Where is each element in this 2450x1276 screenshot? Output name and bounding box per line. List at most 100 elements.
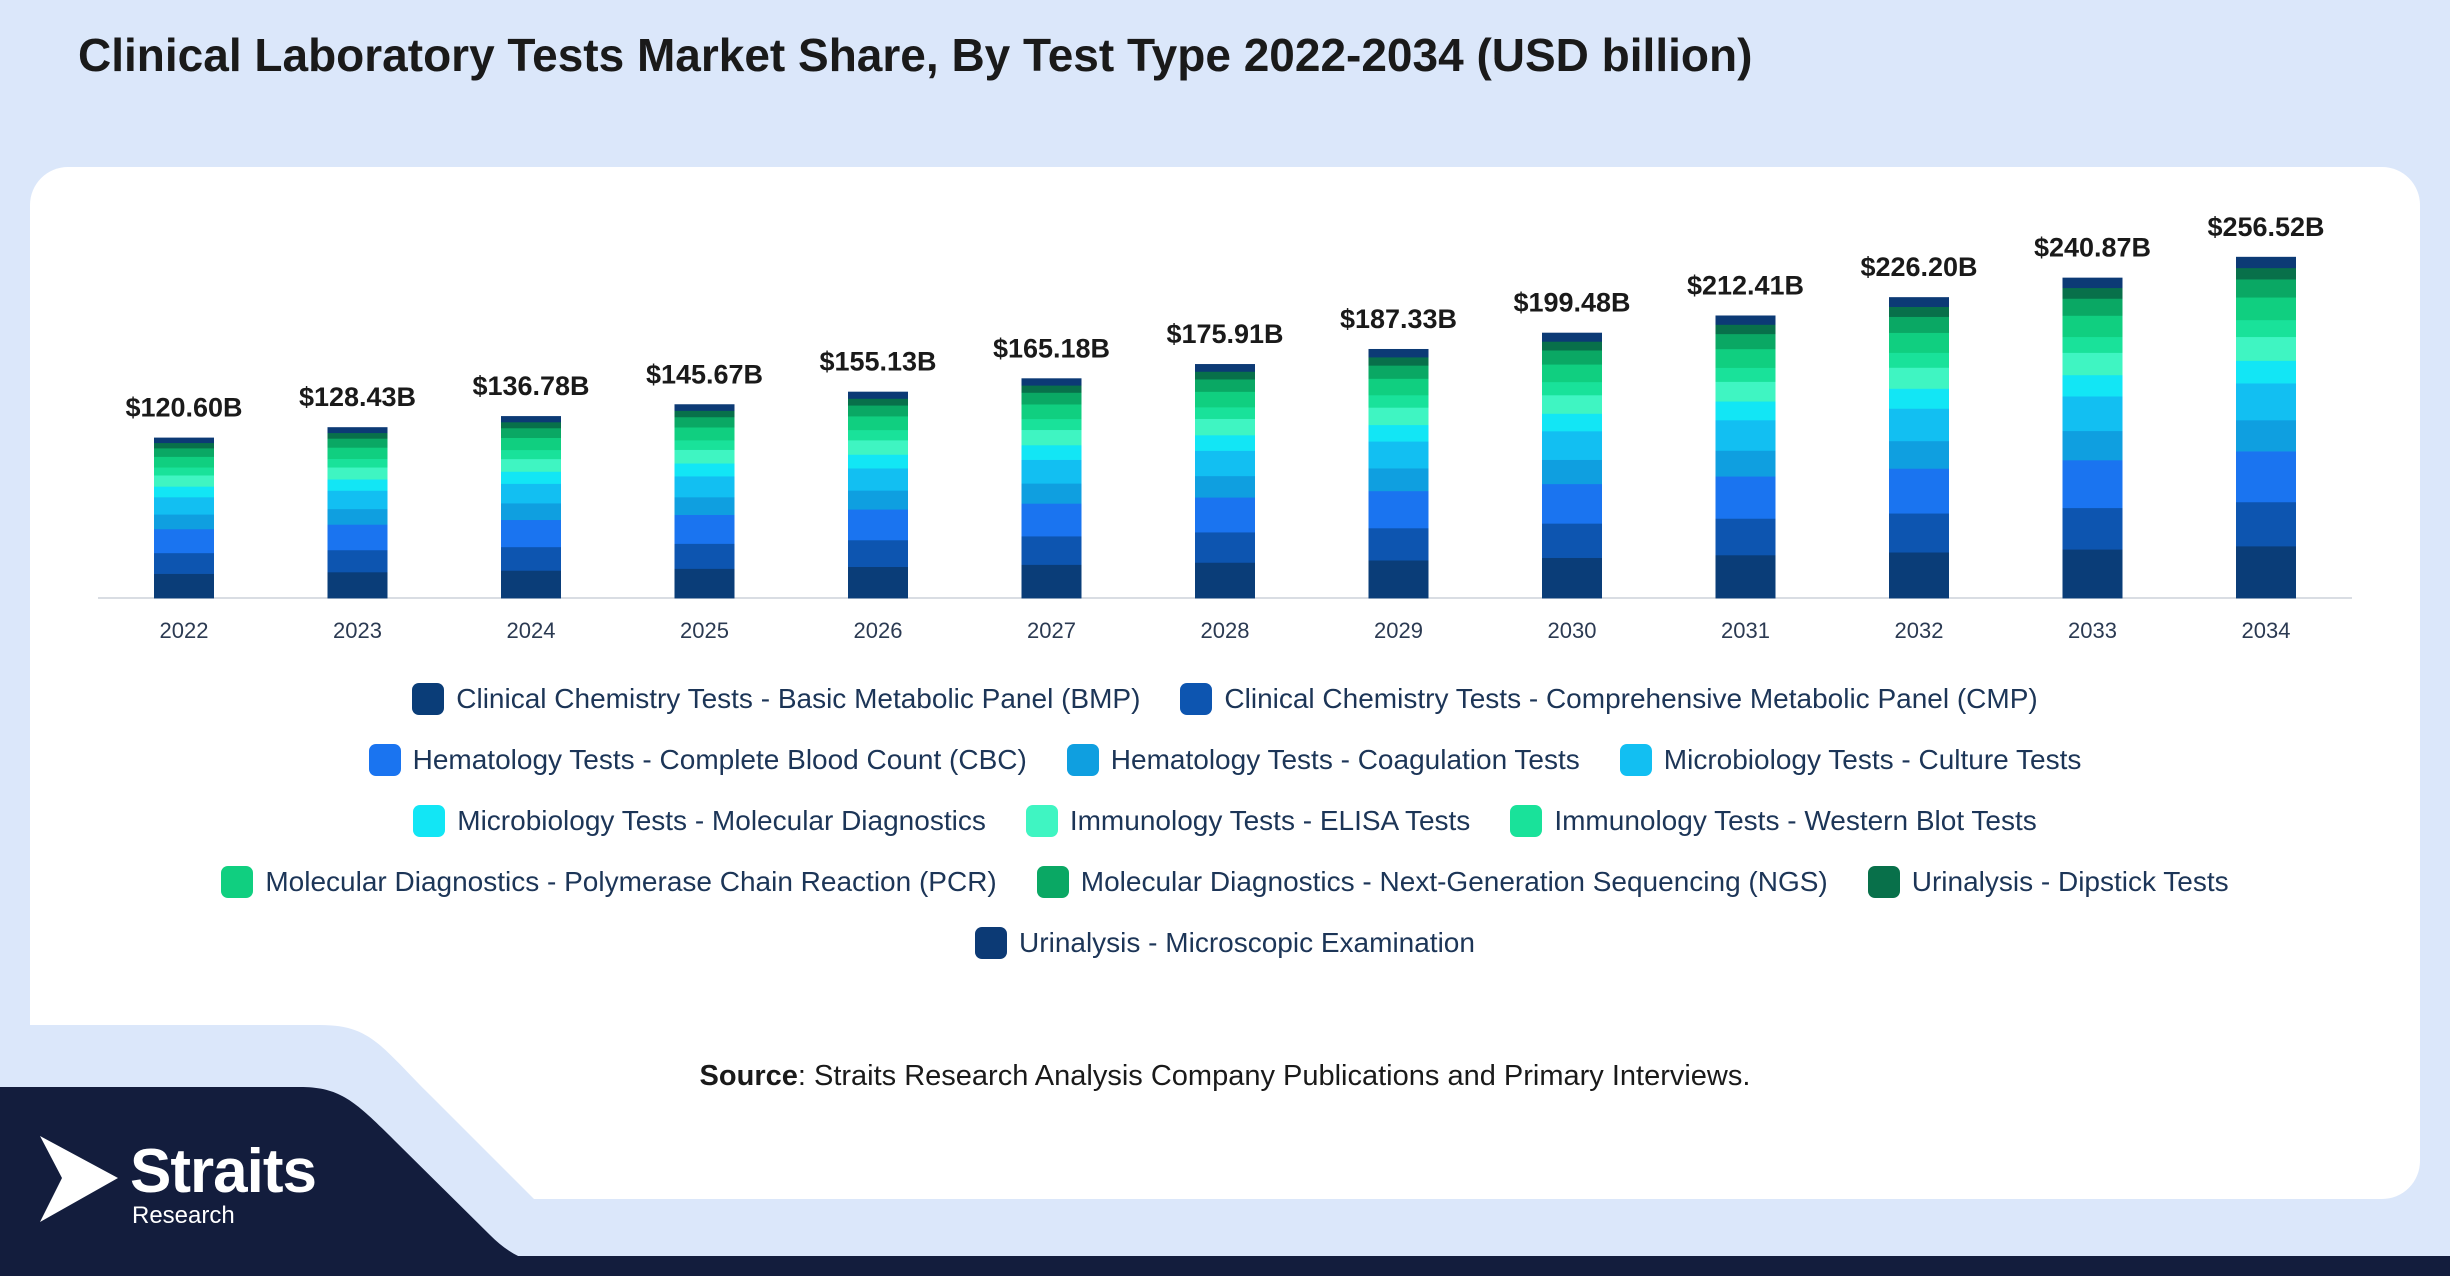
bar-stack-2023 — [327, 427, 388, 599]
legend-swatch — [1066, 743, 1099, 776]
bar-segment — [1715, 554, 1776, 599]
legend-swatch — [1025, 804, 1058, 837]
legend-swatch — [412, 682, 445, 715]
bar-segment — [1715, 315, 1776, 325]
bar-segment — [1889, 408, 1949, 442]
bar-segment — [327, 549, 388, 573]
bar-segment — [848, 468, 908, 491]
bar-segment — [848, 429, 908, 441]
legend-item: Microbiology Tests - Molecular Diagnosti… — [413, 790, 986, 851]
bar-segment — [1715, 450, 1776, 477]
bar-segment — [1889, 332, 1949, 353]
bar-segment — [2062, 315, 2123, 338]
bar-segment — [1715, 419, 1776, 451]
x-tick-label: 2028 — [1201, 618, 1250, 643]
bar-segment — [2062, 277, 2123, 289]
bar-stack-2030 — [1542, 332, 1602, 599]
legend-label: Immunology Tests - Western Blot Tests — [1554, 804, 2037, 836]
bar-segment — [848, 509, 908, 541]
bar-segment — [1195, 475, 1255, 498]
bar-segment — [327, 458, 388, 468]
legend-swatch — [1510, 804, 1543, 837]
bar-segment — [1195, 532, 1255, 563]
bar-segment — [1889, 513, 1949, 553]
footer-bar — [0, 1256, 2450, 1276]
bar-segment — [327, 490, 388, 510]
bar-segment — [154, 486, 214, 498]
bar-segment — [1889, 388, 1949, 409]
bar-segment — [2236, 545, 2296, 599]
bar-segment — [1195, 364, 1255, 372]
bar-segment — [1889, 367, 1949, 389]
x-tick-label: 2034 — [2242, 618, 2291, 643]
x-tick-label: 2029 — [1374, 618, 1423, 643]
bar-segment — [2236, 297, 2296, 321]
total-label: $175.91B — [1166, 319, 1283, 349]
bar-segment — [2062, 430, 2123, 461]
legend-item: Molecular Diagnostics - Polymerase Chain… — [221, 851, 997, 912]
bar-segment — [1889, 297, 1949, 307]
bar-segment — [1368, 357, 1429, 366]
bar-segment — [674, 404, 735, 411]
bar-segment — [848, 398, 908, 406]
bar-segment — [2236, 336, 2296, 361]
bar-segment — [1021, 444, 1082, 460]
bar-segment — [1368, 348, 1429, 358]
brand-name: Straits — [130, 1137, 317, 1206]
bar-segment — [1715, 367, 1776, 382]
bar-segment — [1542, 523, 1602, 558]
bar-segment — [848, 490, 908, 510]
bar-segment — [1195, 371, 1255, 380]
bar-segment — [1715, 401, 1776, 421]
bar-segment — [1021, 378, 1082, 386]
bar-segment — [674, 476, 735, 498]
legend-swatch — [368, 743, 401, 776]
bar-segment — [2236, 279, 2296, 298]
bar-segment — [2062, 507, 2123, 550]
bar-segment — [1021, 392, 1082, 405]
bar-segment — [1195, 434, 1255, 451]
bar-segment — [501, 483, 561, 504]
bar-segment — [1542, 350, 1602, 365]
bar-segment — [1368, 527, 1429, 561]
legend-label: Hematology Tests - Coagulation Tests — [1110, 743, 1580, 775]
x-tick-label: 2025 — [680, 618, 729, 643]
bar-segment — [327, 479, 388, 491]
total-label: $240.87B — [2034, 233, 2151, 263]
legend-swatch — [1036, 865, 1069, 898]
bar-segment — [501, 437, 561, 451]
x-tick-label: 2031 — [1721, 618, 1770, 643]
total-label: $145.67B — [646, 359, 763, 389]
bar-segment — [1195, 562, 1255, 599]
bar-segment — [327, 467, 388, 480]
bar-segment — [1889, 440, 1949, 469]
x-tick-label: 2027 — [1027, 618, 1076, 643]
legend-item: Microbiology Tests - Culture Tests — [1619, 729, 2081, 790]
bar-segment — [2236, 360, 2296, 384]
bar-segment — [2236, 383, 2296, 421]
bar-segment — [1368, 468, 1429, 492]
bar-segment — [2062, 336, 2123, 353]
bar-segment — [1715, 381, 1776, 402]
bar-segment — [1021, 459, 1082, 484]
footer-notch — [0, 1025, 600, 1276]
bar-stack-2025 — [674, 404, 735, 599]
bar-segment — [501, 519, 561, 548]
legend-item: Clinical Chemistry Tests - Comprehensive… — [1180, 668, 2038, 729]
bar-segment — [327, 427, 388, 434]
legend-label: Molecular Diagnostics - Polymerase Chain… — [265, 865, 997, 897]
bar-segment — [674, 496, 735, 516]
bar-segment — [2062, 549, 2123, 599]
bar-segment — [1021, 404, 1082, 420]
bar-segment — [1195, 379, 1255, 392]
legend-item: Immunology Tests - ELISA Tests — [1025, 790, 1471, 851]
bar-segment — [674, 427, 735, 441]
bar-segment — [674, 463, 735, 477]
bar-segment — [327, 447, 388, 460]
bar-segment — [501, 458, 561, 472]
bar-segment — [1889, 306, 1949, 317]
bar-segment — [154, 447, 214, 457]
bar-segment — [154, 475, 214, 487]
legend-label: Immunology Tests - ELISA Tests — [1069, 804, 1471, 836]
bar-segment — [1368, 365, 1429, 379]
